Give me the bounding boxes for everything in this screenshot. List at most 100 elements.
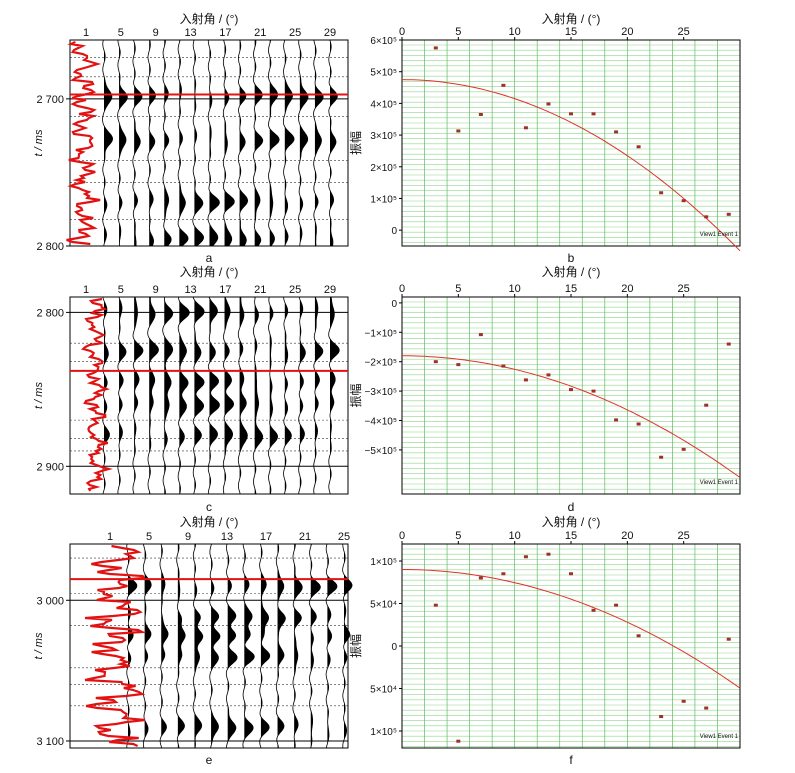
x-axis-title: 入射角 / (°) xyxy=(542,514,601,529)
trace-fill xyxy=(164,40,172,246)
angle-tick-label: 17 xyxy=(219,284,231,296)
seismic-trace xyxy=(252,39,264,246)
data-point xyxy=(614,418,619,422)
seismic-trace xyxy=(209,543,221,749)
panel-f-amplitude-scatter: 0 5 10 15 20 25 1×10⁵ 5×10⁴ 0 5×10⁴ 1×10⁵ View1 Eve… xyxy=(348,514,741,767)
seismic-trace xyxy=(117,296,127,494)
seismic-trace xyxy=(192,296,205,494)
time-tick-label: 3 000 xyxy=(36,595,64,607)
y-tick-label: 4×10⁵ xyxy=(370,99,397,110)
data-point xyxy=(659,191,664,195)
x-tick-label: 15 xyxy=(565,530,577,542)
trace-fill xyxy=(194,544,203,748)
data-point xyxy=(726,212,731,216)
trace-fill xyxy=(227,544,238,748)
x-tick-label: 10 xyxy=(509,26,521,38)
x-tick-label: 25 xyxy=(678,530,690,542)
x-tick-label: 25 xyxy=(678,26,690,38)
trace-fill xyxy=(194,297,205,494)
data-point xyxy=(501,364,506,368)
angle-tick-label: 29 xyxy=(324,284,336,296)
x-tick-label: 15 xyxy=(565,283,577,295)
y-axis-title: 振幅 xyxy=(348,131,363,155)
trace-fill xyxy=(284,297,292,494)
gather-frame xyxy=(69,543,349,749)
x-tick-label: 0 xyxy=(399,283,405,295)
angle-axis-title: 入射角 / (°) xyxy=(180,11,239,26)
seismic-trace xyxy=(222,296,235,494)
time-axis-title: t / ms xyxy=(33,382,45,409)
data-point xyxy=(681,699,686,703)
seismic-trace xyxy=(298,296,306,494)
x-tick-label: 5 xyxy=(455,283,461,295)
seismic-trace xyxy=(147,296,159,494)
angle-tick-label: 5 xyxy=(118,27,124,39)
y-tick-label: −1×10⁵ xyxy=(364,328,397,339)
data-point xyxy=(433,46,438,50)
trace-fill xyxy=(299,40,308,246)
seismic-trace xyxy=(192,39,205,246)
trace-fill xyxy=(177,544,186,748)
trace-fill xyxy=(239,297,248,494)
trace-fill xyxy=(179,297,190,494)
time-axis-title: t / ms xyxy=(33,632,45,659)
data-point xyxy=(636,422,641,426)
angle-tick-label: 17 xyxy=(219,27,231,39)
angle-tick-label: 9 xyxy=(185,531,191,543)
trace-fill xyxy=(277,544,286,748)
data-point xyxy=(523,378,528,382)
y-tick-label: −2×10⁵ xyxy=(364,358,397,369)
trace-fill xyxy=(327,544,337,748)
seismic-trace xyxy=(176,543,186,749)
trace-fill xyxy=(294,544,303,748)
seismic-trace xyxy=(177,39,189,246)
angle-tick-label: 9 xyxy=(153,284,159,296)
seismic-trace xyxy=(267,296,279,494)
x-tick-label: 5 xyxy=(455,26,461,38)
data-point xyxy=(501,572,506,576)
x-tick-label: 20 xyxy=(621,26,633,38)
data-point xyxy=(478,112,483,116)
x-tick-label: 25 xyxy=(678,283,690,295)
y-tick-label: 0 xyxy=(391,226,397,237)
seismic-trace xyxy=(102,39,114,246)
angle-tick-label: 25 xyxy=(289,284,301,296)
panel-caption: d xyxy=(568,500,575,514)
data-point xyxy=(569,112,573,116)
seismic-trace xyxy=(252,296,264,494)
y-tick-label: 6×10⁵ xyxy=(370,36,397,47)
trace-fill xyxy=(144,544,152,748)
y-tick-label: 5×10⁴ xyxy=(370,600,397,611)
angle-tick-label: 29 xyxy=(324,27,336,39)
data-point xyxy=(523,126,528,130)
seismic-trace xyxy=(292,544,303,749)
seismic-trace xyxy=(162,296,174,494)
trace-fill xyxy=(344,544,352,748)
trace-fill xyxy=(239,40,248,246)
seismic-trace xyxy=(192,543,204,749)
seismic-trace xyxy=(283,39,295,246)
seismic-trace xyxy=(328,296,340,494)
angle-axis-title: 入射角 / (°) xyxy=(180,514,239,529)
y-axis-title: 振幅 xyxy=(348,634,363,658)
y-tick-label: 2×10⁵ xyxy=(370,163,397,174)
trace-fill xyxy=(314,297,323,494)
trace-fill xyxy=(104,40,113,246)
y-axis-title: 振幅 xyxy=(348,383,363,407)
y-tick-label: 5×10⁴ xyxy=(370,685,397,696)
data-point xyxy=(456,363,461,367)
angle-tick-label: 9 xyxy=(153,27,159,39)
trace-fill xyxy=(284,40,295,246)
angle-tick-label: 13 xyxy=(184,27,196,39)
fit-curve xyxy=(401,79,741,252)
angle-tick-label: 13 xyxy=(221,531,233,543)
angle-tick-label: 21 xyxy=(299,531,311,543)
trace-fill xyxy=(149,297,159,494)
gather-frame xyxy=(69,296,349,495)
panel-e-seismic-gather: 1 5 9 13 17 21 25 入射角 / (°) 3 000 3 100 t / ms e xyxy=(33,514,353,767)
data-point xyxy=(569,572,573,576)
y-tick-label: 0 xyxy=(391,642,397,653)
x-axis-title: 入射角 / (°) xyxy=(542,264,601,279)
seismic-trace xyxy=(308,543,321,749)
